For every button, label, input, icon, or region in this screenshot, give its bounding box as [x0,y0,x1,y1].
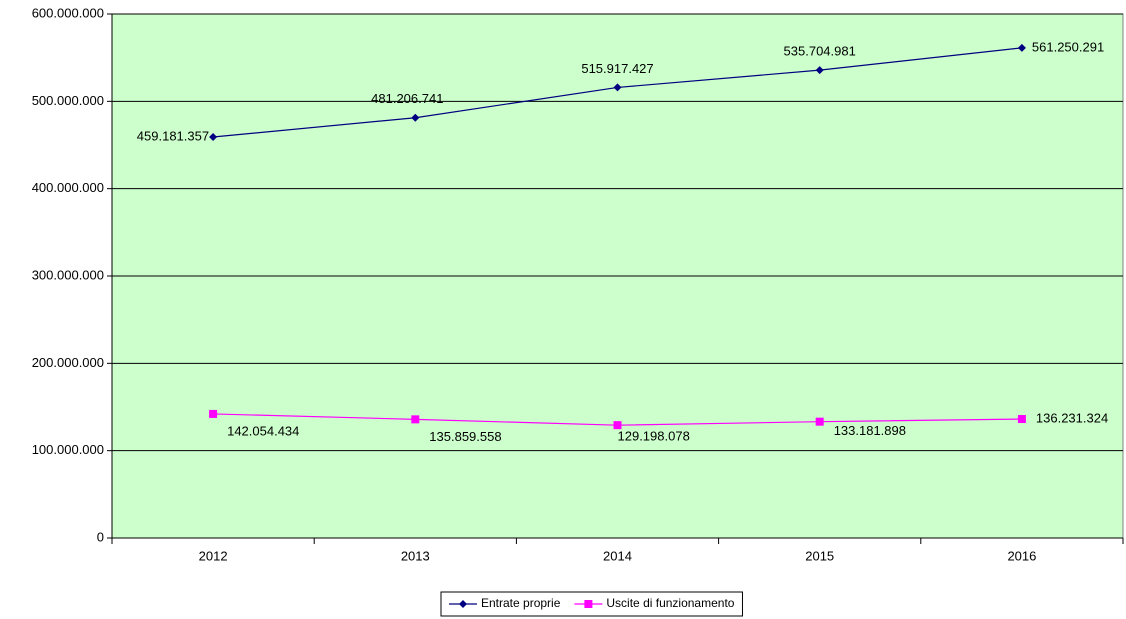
x-tick-label: 2013 [401,548,430,563]
point [1017,415,1026,424]
x-tick-label: 2015 [805,548,834,563]
x-tick-label: 2012 [199,548,228,563]
y-tick-label: 0 [97,529,104,544]
point [209,409,218,418]
y-tick-label: 100.000.000 [32,442,104,457]
point [613,421,622,430]
point [411,415,420,424]
x-tick-label: 2014 [603,548,632,563]
point [815,66,824,75]
legend: Entrate proprie Uscite di funzionamento [440,591,743,617]
y-tick-label: 300.000.000 [32,267,104,282]
data-label: 142.054.434 [227,423,299,438]
data-label: 481.206.741 [371,91,443,106]
data-label: 515.917.427 [581,61,653,76]
legend-label: Entrate proprie [481,596,561,610]
legend-box [440,591,743,617]
y-tick-label: 200.000.000 [32,355,104,370]
data-label: 561.250.291 [1032,39,1104,54]
y-tick-label: 400.000.000 [32,180,104,195]
x-tick-label: 2016 [1007,548,1036,563]
point [613,83,622,92]
point [209,132,218,141]
y-tick-label: 600.000.000 [32,5,104,20]
data-label: 129.198.078 [618,429,690,444]
point [411,113,420,122]
point [1017,43,1026,52]
data-label: 135.859.558 [429,429,501,444]
point [815,417,824,426]
data-label: 133.181.898 [834,423,906,438]
y-tick-label: 500.000.000 [32,93,104,108]
legend-marker [459,600,467,608]
data-label: 136.231.324 [1036,410,1108,425]
legend-marker [584,600,593,608]
data-label: 535.704.981 [784,44,856,59]
legend-label: Uscite di funzionamento [606,596,734,610]
data-label: 459.181.357 [137,128,209,143]
